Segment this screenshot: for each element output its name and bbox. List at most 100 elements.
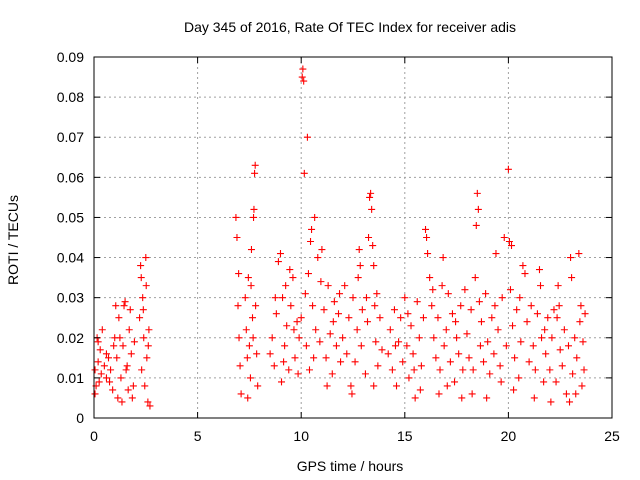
data-point [138,366,146,374]
data-point [356,262,364,270]
data-point [440,342,448,350]
data-point [326,330,334,338]
data-point [307,238,315,246]
data-point [311,213,319,221]
data-point [250,205,258,213]
data-point [279,294,287,302]
data-point [477,318,485,326]
data-point [540,378,548,386]
data-point [362,294,370,302]
data-point [497,378,505,386]
data-point [533,310,541,318]
data-point [322,354,330,362]
data-point [233,234,241,241]
data-point [301,290,309,298]
data-point [537,282,545,290]
data-point [547,398,555,406]
data-point [388,366,396,374]
data-point [502,342,510,350]
data-point [369,242,377,250]
data-point [300,169,308,177]
data-point [298,73,306,81]
data-point [97,370,105,378]
data-point [300,77,308,85]
data-point [127,350,135,358]
data-point [370,382,378,390]
data-point [553,314,561,322]
data-point [473,189,481,197]
data-point [236,362,244,370]
y-tick-label: 0 [76,410,84,426]
data-point [107,366,115,374]
data-point [444,290,452,298]
data-point [316,338,324,346]
data-point [143,354,151,362]
data-point [309,302,317,310]
data-point [328,370,336,378]
data-point [353,326,361,334]
data-point [490,350,498,358]
data-point [137,274,145,282]
data-point [336,290,344,298]
data-point [347,382,355,390]
data-point [550,306,558,314]
data-point [123,362,131,370]
data-point [472,221,480,229]
data-point [120,302,128,310]
data-point [345,314,353,322]
data-point [555,302,563,310]
axis-ticks [93,56,613,419]
data-point [469,366,477,374]
data-point [125,326,133,334]
data-point [244,394,252,402]
data-point [102,350,110,358]
data-point [113,354,121,362]
data-point [323,382,331,390]
y-tick-label: 0.05 [57,209,84,225]
plot-frame [93,56,613,419]
data-point [525,358,533,366]
data-point [576,318,584,326]
y-axis-label: ROTI / TECUs [5,195,21,285]
data-point [413,298,421,306]
data-point [552,378,560,386]
data-point [430,334,438,342]
data-point [235,270,243,278]
data-point [253,350,261,358]
data-point [349,294,357,302]
data-point [509,322,517,330]
data-point [577,302,585,310]
data-point [390,306,398,314]
data-point [96,346,104,354]
data-point [232,213,240,221]
data-point [491,302,499,310]
data-points [91,65,589,410]
data-point [276,250,284,258]
data-point [280,358,288,366]
data-point [271,294,279,302]
data-point [391,342,399,350]
y-tick-label: 0.08 [57,89,84,105]
data-point [142,282,150,290]
data-point [367,189,375,197]
data-point [106,378,114,386]
data-point [329,318,337,326]
data-point [246,374,254,382]
data-point [566,398,574,406]
data-point [341,282,349,290]
data-point [254,382,262,390]
data-point [508,242,516,250]
x-tick-label: 25 [604,428,620,444]
data-point [556,346,564,354]
data-point [268,334,276,342]
data-point [419,314,427,322]
data-point [145,326,153,334]
data-point [115,314,123,322]
x-tick-label: 5 [194,428,202,444]
data-point [435,390,443,398]
data-point [434,314,442,322]
data-point [373,290,381,298]
data-point [291,354,299,362]
data-point [243,354,251,362]
data-point [455,350,463,358]
